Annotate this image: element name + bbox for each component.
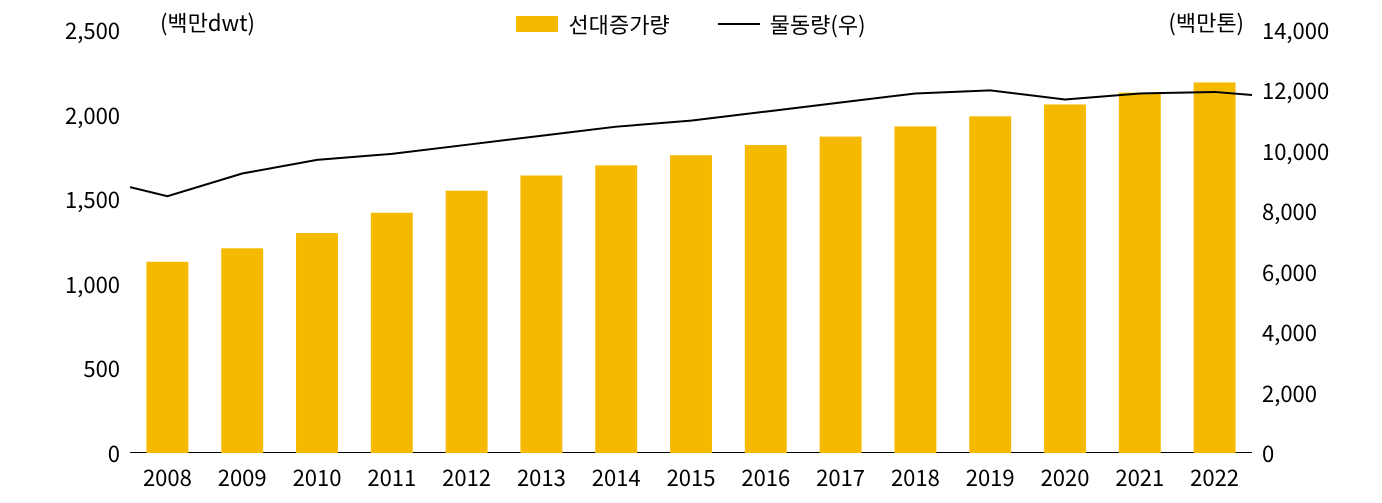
y-left-tick: 2,000 — [20, 99, 120, 131]
x-axis-ticks: 2008 2009 2010 2011 2012 2013 2014 2015 2016 2017… — [130, 461, 1252, 491]
y-right-tick: 8,000 — [1262, 195, 1362, 227]
x-tick: 2017 — [816, 461, 865, 493]
bar — [969, 116, 1011, 453]
y-right-tick: 0 — [1262, 437, 1362, 469]
y-left-tick: 500 — [20, 352, 120, 384]
bar — [820, 137, 862, 453]
y-left-tick: 1,500 — [20, 183, 120, 215]
bar — [894, 126, 936, 453]
bar — [296, 233, 338, 453]
bar — [1194, 82, 1236, 453]
y-left-tick: 0 — [20, 437, 120, 469]
bar — [221, 248, 263, 453]
x-tick: 2018 — [891, 461, 940, 493]
chart-container: 선대증가량 물동량(우) (백만dwt) (백만톤) 05001,0001,50… — [20, 0, 1362, 503]
bar — [146, 262, 188, 453]
plot-area — [130, 30, 1252, 453]
x-tick: 2008 — [143, 461, 192, 493]
x-tick: 2015 — [667, 461, 716, 493]
bar — [1119, 93, 1161, 453]
bar — [745, 145, 787, 453]
x-tick: 2022 — [1190, 461, 1239, 493]
bar — [371, 213, 413, 453]
y-axis-right-ticks: 02,0004,0006,0008,00010,00012,00014,000 — [1262, 30, 1362, 453]
bar — [595, 165, 637, 453]
x-tick: 2010 — [293, 461, 342, 493]
x-tick: 2014 — [592, 461, 641, 493]
legend-swatch-line — [718, 23, 760, 25]
plot-svg — [130, 30, 1252, 453]
y-axis-left-ticks: 05001,0001,5002,0002,500 — [20, 30, 120, 453]
x-tick: 2013 — [517, 461, 566, 493]
x-tick: 2011 — [367, 461, 416, 493]
bar — [446, 191, 488, 453]
y-left-tick: 2,500 — [20, 14, 120, 46]
x-tick: 2016 — [741, 461, 790, 493]
y-right-tick: 4,000 — [1262, 316, 1362, 348]
y-right-tick: 6,000 — [1262, 256, 1362, 288]
bar — [1044, 104, 1086, 453]
y-right-tick: 2,000 — [1262, 377, 1362, 409]
x-tick: 2012 — [442, 461, 491, 493]
y-right-tick: 10,000 — [1262, 135, 1362, 167]
y-left-tick: 1,000 — [20, 268, 120, 300]
bar — [520, 176, 562, 453]
x-tick: 2020 — [1041, 461, 1090, 493]
x-tick: 2021 — [1115, 461, 1164, 493]
y-right-tick: 14,000 — [1262, 14, 1362, 46]
y-right-tick: 12,000 — [1262, 74, 1362, 106]
x-tick: 2009 — [218, 461, 267, 493]
x-tick: 2019 — [966, 461, 1015, 493]
bar — [670, 155, 712, 453]
